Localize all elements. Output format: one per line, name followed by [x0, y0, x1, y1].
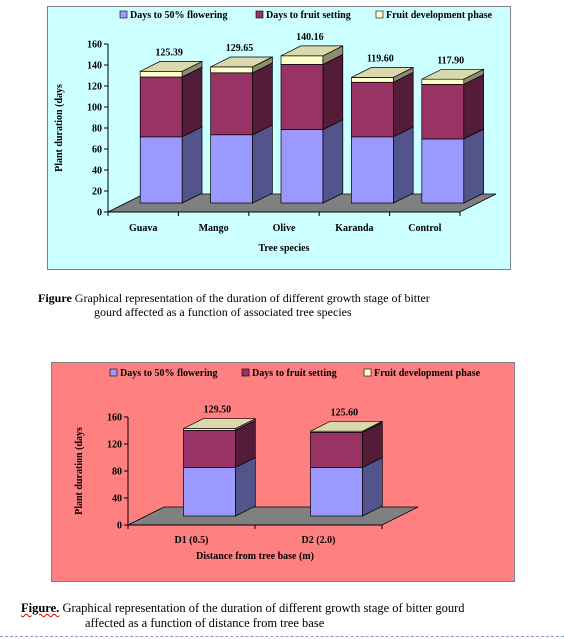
caption-text-line2: affected as a function of distance from … [85, 616, 325, 630]
bar-segment [421, 138, 465, 204]
bar-total-label: 140.16 [296, 32, 324, 43]
bar-top [210, 56, 273, 68]
bar-total-label: 125.39 [155, 47, 183, 58]
x-category-label: Olive [273, 223, 296, 234]
bar-top [183, 418, 256, 429]
bar-segment [421, 78, 465, 85]
x-axis-title: Distance from tree base (m) [196, 551, 314, 562]
bar-segment [280, 129, 324, 204]
chart-area-tree-species: 0 20 40 60 80 100 120 140 160 125.39 Guava 129.65 Ma… [47, 6, 511, 270]
bar-segment-side [322, 119, 344, 204]
bar-total-label: 119.60 [367, 54, 394, 65]
chart-svg-distance: 0 40 80 120 160 129.50 D1 (0.5) 125.60 D2 (2.0) D… [74, 368, 481, 562]
bar-segment-side [181, 66, 203, 138]
bar-segment [210, 134, 253, 204]
bar-segment [310, 467, 363, 517]
legend-label: Days to 50% flowering [130, 10, 228, 21]
legend-label: Fruit development phase [386, 10, 493, 21]
caption-label: Figure. [21, 601, 60, 615]
y-tick-label: 80 [112, 467, 122, 478]
bar-segment [183, 467, 236, 517]
y-tick-label: 120 [87, 82, 102, 93]
bar-segment-side [252, 62, 273, 136]
bar-segment [280, 64, 324, 130]
bar-segment-side [322, 53, 344, 131]
caption-text-line2: gourd affected as a function of associat… [94, 305, 352, 319]
legend-swatch [255, 10, 264, 19]
bar-total-label: 125.60 [331, 407, 359, 418]
bar-top [280, 45, 343, 57]
x-category-label: Mango [199, 223, 229, 234]
y-tick-label: 140 [87, 61, 102, 72]
bar-top [140, 61, 203, 72]
bar-segment [210, 72, 253, 136]
bar-total-label: 129.50 [204, 405, 232, 416]
legend-swatch [363, 368, 372, 377]
bar-segment-side [463, 73, 484, 140]
bar-segment [139, 136, 183, 204]
x-category-label: D1 (0.5) [175, 535, 209, 546]
y-tick-label: 100 [87, 103, 102, 114]
figure-caption-distance: Figure. Graphical representation of the … [21, 601, 561, 631]
bar-total-label: 117.90 [437, 55, 464, 66]
x-axis-title: Tree species [258, 243, 309, 254]
y-tick-label: 80 [92, 124, 102, 135]
bar-segment-side [393, 71, 414, 138]
bar-segment [310, 431, 363, 468]
y-tick-label: 20 [92, 187, 102, 198]
y-tick-label: 0 [97, 208, 102, 219]
bar-segment [351, 136, 394, 204]
legend-label: Days to 50% flowering [120, 368, 218, 379]
caption-label: Figure [38, 291, 72, 305]
bar-segment-side [181, 126, 203, 204]
bar-segment-side [393, 126, 414, 204]
bar-segment [351, 81, 394, 138]
chart-area-distance: 0 40 80 120 160 129.50 D1 (0.5) 125.60 D2 (2.0) D… [51, 362, 515, 582]
legend-swatch [109, 368, 118, 377]
bar-top [421, 68, 484, 80]
legend-swatch [375, 10, 384, 19]
y-tick-label: 40 [92, 166, 102, 177]
caption-text-line1: Graphical representation of the duration… [71, 291, 430, 305]
x-category-label: D2 (2.0) [302, 535, 336, 546]
page-divider [0, 636, 564, 637]
bar-segment [351, 77, 394, 83]
legend-label: Days to fruit setting [266, 10, 351, 21]
legend-swatch [241, 368, 250, 377]
bar-segment [183, 429, 236, 468]
y-tick-label: 0 [117, 521, 122, 532]
caption-text-line1: Graphical representation of the duration… [59, 601, 465, 615]
y-tick-label: 160 [87, 40, 102, 51]
bar-segment-side [463, 128, 484, 204]
bar-segment [280, 55, 324, 65]
bar-total-label: 129.65 [226, 43, 254, 54]
bar-top [351, 67, 414, 78]
x-category-label: Guava [129, 223, 157, 234]
legend-swatch [119, 10, 128, 19]
y-tick-label: 40 [112, 494, 122, 505]
legend-label: Fruit development phase [374, 368, 481, 379]
y-axis-title: Plant duration (days [74, 427, 85, 515]
x-category-label: Karanda [335, 223, 373, 234]
y-axis-title: Plant duration (days [54, 84, 65, 172]
bar-segment [139, 70, 183, 78]
bar-top [310, 420, 383, 432]
bar-segment [421, 83, 465, 140]
legend-label: Days to fruit setting [252, 368, 337, 379]
bar-segment [210, 66, 253, 74]
chart-svg-tree-species: 0 20 40 60 80 100 120 140 160 125.39 Guava 129.65 Ma… [54, 10, 497, 254]
y-tick-label: 60 [92, 145, 102, 156]
figure-caption-tree-species: Figure Graphical representation of the d… [38, 291, 538, 319]
y-tick-label: 160 [107, 413, 122, 424]
bar-segment [139, 76, 183, 138]
x-category-label: Control [408, 223, 441, 234]
y-tick-label: 120 [107, 440, 122, 451]
bar-segment-side [252, 124, 273, 204]
